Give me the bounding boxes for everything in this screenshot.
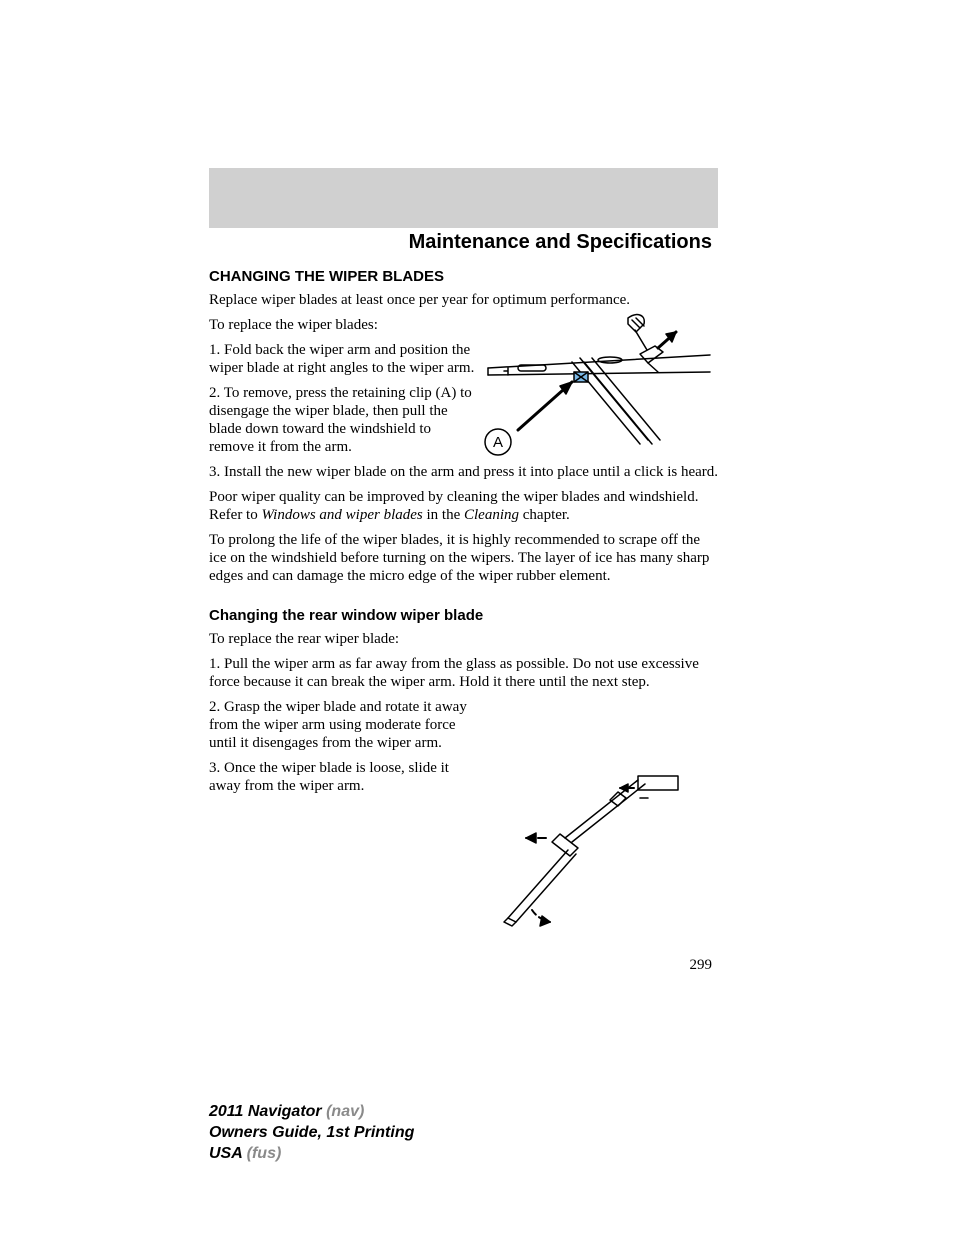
footer-block: 2011 Navigator (nav) Owners Guide, 1st P… <box>209 1102 414 1164</box>
wiper-blade-rear-illustration <box>500 770 700 930</box>
page-number: 299 <box>690 957 713 974</box>
text-italic: Windows and wiper blades <box>261 507 422 523</box>
body-para-step2: 2. To remove, press the retaining clip (… <box>209 384 479 456</box>
body-para-step3: 3. Once the wiper blade is loose, slide … <box>209 759 479 795</box>
body-para: To prolong the life of the wiper blades,… <box>209 531 718 585</box>
footer-region-code: (fus) <box>247 1145 282 1162</box>
footer-code: (nav) <box>326 1103 364 1120</box>
footer-line-3: USA (fus) <box>209 1144 414 1165</box>
body-para: Replace wiper blades at least once per y… <box>209 291 718 309</box>
text-run: chapter. <box>519 507 570 523</box>
footer-vehicle: 2011 Navigator <box>209 1103 326 1120</box>
text-run: in the <box>423 507 464 523</box>
text-italic: Cleaning <box>464 507 519 523</box>
figure-label-a: A <box>493 434 503 451</box>
body-para-step2: 2. Grasp the wiper blade and rotate it a… <box>209 698 479 752</box>
wiper-blade-front-illustration: A <box>480 310 718 470</box>
section-heading-wiper-blades: CHANGING THE WIPER BLADES <box>209 268 718 285</box>
header-gray-band <box>209 168 718 228</box>
body-para-step1: 1. Pull the wiper arm as far away from t… <box>209 655 718 691</box>
body-para: To replace the rear wiper blade: <box>209 630 718 648</box>
footer-region: USA <box>209 1145 247 1162</box>
footer-line-1: 2011 Navigator (nav) <box>209 1102 414 1123</box>
body-para: Poor wiper quality can be improved by cl… <box>209 488 718 524</box>
sub-heading-rear-wiper: Changing the rear window wiper blade <box>209 607 718 624</box>
page-title: Maintenance and Specifications <box>409 231 712 254</box>
body-para-step1: 1. Fold back the wiper arm and position … <box>209 341 479 377</box>
footer-line-2: Owners Guide, 1st Printing <box>209 1123 414 1144</box>
